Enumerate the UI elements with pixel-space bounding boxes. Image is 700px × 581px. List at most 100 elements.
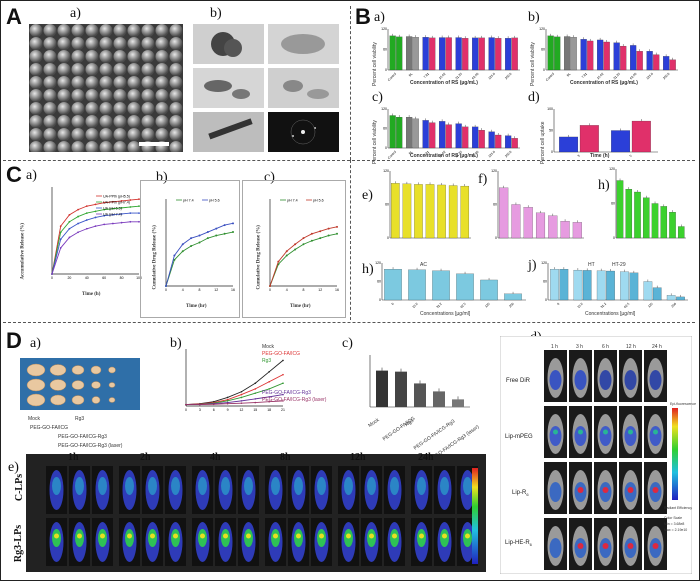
C-b-ylabel: Cumulative Drug Release (%) [152,225,158,290]
bar [376,370,388,407]
bar [548,215,558,239]
tick-label: 125.0 [645,72,654,81]
bar [634,191,641,239]
data-point [165,285,167,287]
data-point [129,206,132,208]
data-point [327,227,330,230]
bar [535,212,546,239]
bar [676,296,685,301]
tumor-signal [200,533,205,539]
bar [462,38,469,71]
fluorescence-signal [198,477,207,495]
fluorescence-signal [574,370,587,390]
D-d-time-4: 24 h [652,344,662,350]
tick-label: Control [545,72,555,82]
chart-B-h: 0 15.6 31.2 62.5 125 250 0 60 120 [375,261,526,308]
tick-label: 62.50 [629,72,638,81]
data-point [319,237,322,240]
tumor-signal [223,533,228,539]
series-line [51,198,140,275]
data-point [112,222,114,225]
data-point [112,213,114,216]
bar [412,37,419,71]
data-point [138,198,140,201]
data-point [282,400,284,402]
data-point [59,231,62,234]
tumor-signal [553,429,558,435]
data-point [77,231,79,234]
x-tick-label: 15 [253,408,257,412]
C-c-box [242,180,346,318]
bar [456,273,474,301]
chart-C-a: 0 20 40 60 80 100 UA-PPth (pH5.5) UA-PPth (pH7.… [51,187,142,280]
bar [429,122,436,149]
chart-B-c: Control BL 7.81 15.62 31.25 62.50 125.0 250.0 0 6… [381,107,520,160]
B-d-ylabel: Percent cell uptake [540,121,546,164]
bar [547,35,554,71]
bar [414,383,426,407]
chart-B-b: Control BL 7.81 15.62 31.25 62.50 125.0 250.0 0 6… [539,27,678,82]
tumor-signal [465,533,470,539]
bar [573,269,583,301]
y-tick-label: 50 [549,129,553,133]
D-e-row-0: C-LPs [14,473,26,502]
bar [445,37,452,71]
data-point [254,401,257,404]
tick-label: 7.81 [423,72,430,79]
bar [620,45,627,71]
data-point [268,380,270,383]
bar [652,287,662,301]
fluorescence-signal [244,477,253,495]
x-tick-label: 40 [85,276,89,280]
bar [613,42,620,71]
B-j-legend-ht29: HT-29 [612,262,626,268]
D-d-colorbar-label-4: Max = 2.19e10 [664,528,688,532]
D-e-time-5: 24h [418,452,434,463]
data-point [173,254,176,257]
fluorescence-signal [463,477,472,495]
colorbar [472,468,478,564]
bar [495,134,502,149]
tick-label: 15.6 [576,302,583,308]
data-point [68,213,71,216]
tick-label: 31.25 [612,72,621,81]
divider-top [3,160,350,161]
panel-D-e-label: e) [8,460,19,475]
fluorescence-signal [549,538,562,558]
tick-label: BL [566,72,572,78]
data-point [51,273,53,275]
bar [625,189,633,239]
tumor-signal [628,429,633,435]
bar [406,36,413,71]
x-tick-label: 4 [182,288,184,292]
B-h-legend: AC [420,262,427,268]
bar [653,54,660,71]
panel-B-f-label: f) [478,172,488,187]
tick-label: 250.0 [504,150,513,159]
bar [389,115,396,149]
data-point [68,220,71,223]
data-point [302,237,305,240]
y-tick-label: 60 [543,280,547,284]
data-point [268,400,270,403]
data-point [103,214,106,217]
data-point [327,234,330,237]
x-tick-label: 12 [239,408,243,412]
data-point [223,224,226,227]
fluorescence-signal [390,477,399,495]
tumor-signal [627,543,634,549]
B-b-xlabel: Concentration of RS (µg/mL) [570,80,638,86]
data-point [68,236,71,239]
chart-D-b: 0 3 6 9 12 15 18 21 [185,349,285,412]
D-d-row-2-text: Lip-R [512,490,527,496]
bar [499,187,509,239]
tick-label: 31.25 [454,72,463,81]
chart-C-c: 0 4 8 12 16 pH 7.4 pH 5.6 [269,199,339,292]
D-e-time-0: 1h [68,452,79,463]
tick-label: 125 [647,302,654,308]
data-point [59,225,62,228]
tumor-signal [578,429,583,435]
y-tick-label: 60 [385,203,389,207]
tumor-signal [150,533,155,539]
tick-label: Control [387,72,397,82]
